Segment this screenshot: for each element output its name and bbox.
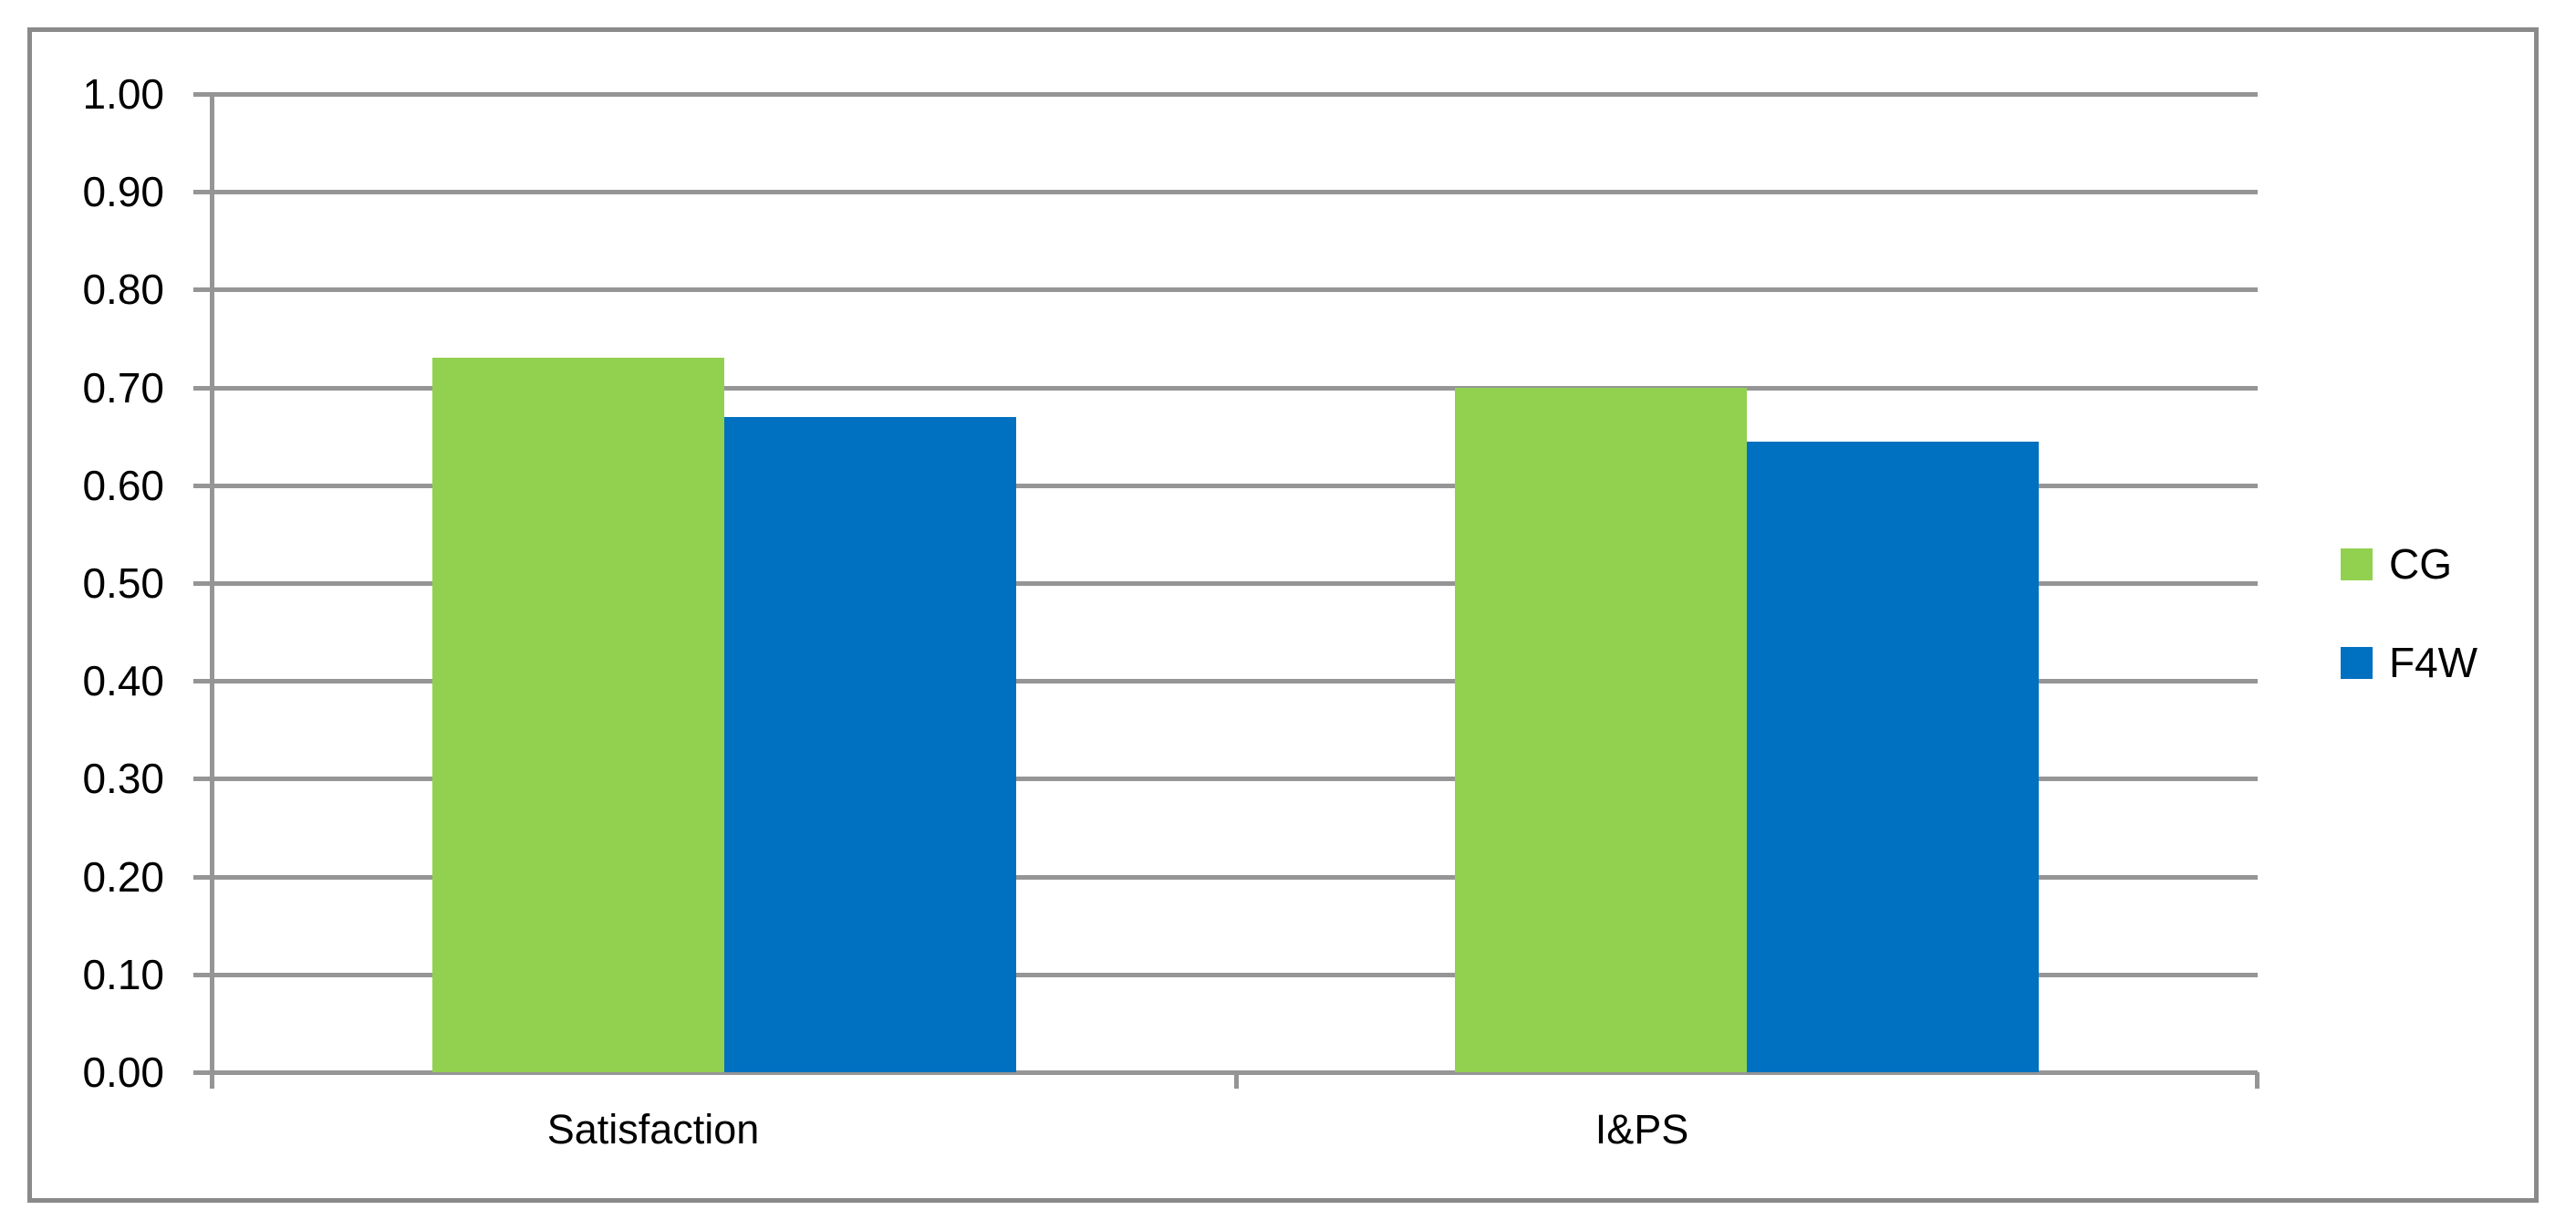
legend-item-CG: CG <box>2341 543 2477 585</box>
y-tick-label-0.60: 0.60 <box>82 461 164 509</box>
y-tick-label-0.10: 0.10 <box>82 950 164 998</box>
y-tick-label-0.70: 0.70 <box>82 363 164 412</box>
gridline-0.00 <box>193 1070 2258 1075</box>
gridline-0.70 <box>193 385 2258 391</box>
x-category-label-2: I&PS <box>1594 1106 1689 1153</box>
x-category-label-1: Satisfaction <box>546 1106 760 1153</box>
y-tick-label-0.00: 0.00 <box>82 1048 164 1096</box>
legend-label-CG: CG <box>2389 540 2452 588</box>
y-tick-label-0.90: 0.90 <box>82 168 164 216</box>
bar-CG-I&PS <box>1455 387 1747 1072</box>
bar-F4W-I&PS <box>1747 441 2039 1072</box>
x-axis-tick-2 <box>2255 1072 2259 1089</box>
gridline-0.90 <box>193 190 2258 195</box>
y-tick-label-0.20: 0.20 <box>82 852 164 901</box>
gridline-0.20 <box>193 874 2258 880</box>
gridline-0.40 <box>193 679 2258 684</box>
gridline-0.30 <box>193 777 2258 782</box>
y-tick-label-0.30: 0.30 <box>82 755 164 803</box>
y-tick-label-0.40: 0.40 <box>82 657 164 705</box>
y-tick-label-0.50: 0.50 <box>82 559 164 607</box>
gridline-0.50 <box>193 581 2258 586</box>
y-axis-line <box>210 94 214 1089</box>
gridline-0.60 <box>193 483 2258 488</box>
legend-swatch-CG <box>2341 548 2373 580</box>
legend-swatch-F4W <box>2341 646 2373 679</box>
legend-item-F4W: F4W <box>2341 642 2477 683</box>
chart-border <box>27 27 2539 1203</box>
gridline-1.00 <box>193 92 2258 97</box>
x-axis-tick-1 <box>1234 1072 1239 1089</box>
gridline-0.80 <box>193 287 2258 293</box>
bar-F4W-Satisfaction <box>724 416 1016 1072</box>
gridline-0.10 <box>193 972 2258 977</box>
plot-area: 0.00 0.10 0.20 0.30 0.40 0.50 0.60 0.70 0.80 0.90… <box>82 73 2259 1150</box>
y-tick-label-1.00: 1.00 <box>82 70 164 118</box>
legend-label-F4W: F4W <box>2389 639 2478 686</box>
legend: CG F4W <box>2341 543 2477 745</box>
bar-CG-Satisfaction <box>432 358 724 1072</box>
y-tick-label-0.80: 0.80 <box>82 266 164 314</box>
